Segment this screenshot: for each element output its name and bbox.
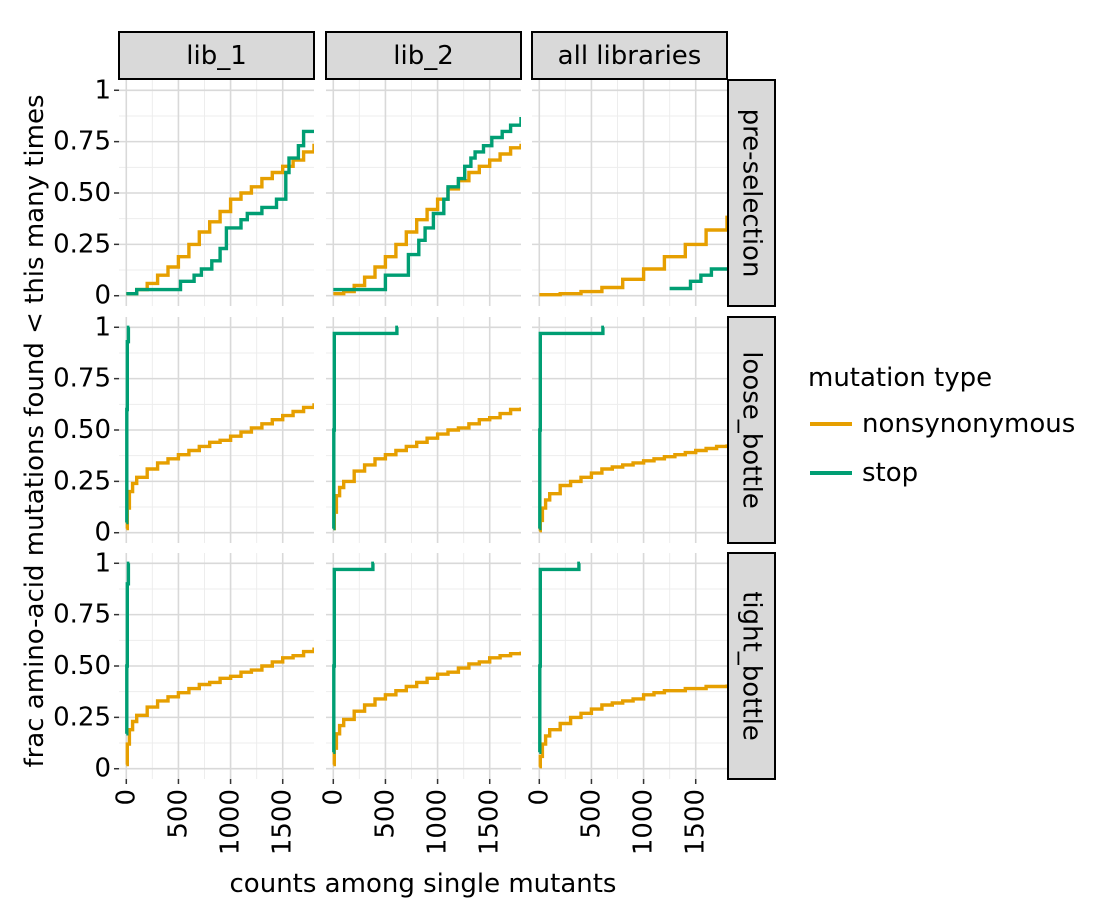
series-line-stop	[125, 561, 131, 736]
panel-lib-1-tight-bottle	[119, 553, 314, 779]
x-tick-label: 1500	[475, 789, 505, 855]
x-tick-label: 1500	[681, 789, 711, 855]
series-line-stop	[125, 325, 131, 525]
series-line-stop	[332, 561, 375, 754]
x-tick-label: 1500	[268, 789, 298, 855]
series-line-nonsynonymous	[538, 684, 727, 769]
y-tick-label: 0	[94, 754, 111, 784]
panel-all-libraries-pre-selection	[532, 80, 727, 306]
x-tick-label: 1000	[216, 789, 246, 855]
legend-entries: nonsynonymous stop	[810, 409, 1075, 488]
strip-column-lib-2: lib_2	[325, 31, 522, 80]
x-tick-label: 0	[524, 789, 554, 806]
strip-row-tight-bottle: tight_bottle	[727, 552, 776, 780]
x-tick-label: 0	[318, 789, 348, 806]
y-tick-label: 0.50	[53, 178, 111, 208]
strip-column-all-libraries: all libraries	[531, 31, 728, 80]
y-tick-label: 0.25	[53, 229, 111, 259]
series-line-nonsynonymous	[332, 651, 521, 767]
strip-label: pre-selection	[737, 109, 767, 278]
strip-background	[727, 79, 776, 307]
panel-lib-2-pre-selection	[326, 80, 521, 306]
strip-row-pre-selection: pre-selection	[727, 79, 776, 307]
x-tick-label: 1000	[629, 789, 659, 855]
y-tick-label: 1	[94, 312, 111, 342]
strip-background	[118, 31, 315, 80]
panel-lib-1-pre-selection	[119, 80, 314, 306]
y-tick-label: 0.75	[53, 364, 111, 394]
series-line-stop	[126, 129, 314, 296]
y-tick-label: 1	[94, 75, 111, 105]
x-axis-title: counts among single mutants	[230, 869, 617, 899]
legend-label: stop	[862, 458, 918, 488]
strip-label: lib_1	[186, 41, 247, 71]
legend-label: nonsynonymous	[862, 409, 1075, 439]
series-line-nonsynonymous	[333, 143, 521, 296]
x-tick-label: 500	[370, 789, 400, 839]
y-tick-label: 0.50	[53, 651, 111, 681]
strip-label: all libraries	[558, 41, 702, 71]
legend-title: mutation type	[808, 363, 992, 393]
y-tick-label: 0.75	[53, 600, 111, 630]
x-tick-label: 500	[576, 789, 606, 839]
y-tick-label: 0	[94, 518, 111, 548]
legend: mutation type nonsynonymous stop	[808, 363, 1075, 488]
legend-item-stop: stop	[810, 458, 918, 488]
x-tick-label: 1000	[423, 789, 453, 855]
series-line-stop	[538, 561, 581, 754]
x-tick-label: 500	[163, 789, 193, 839]
y-tick-label: 0.25	[53, 466, 111, 496]
axes-layer: 00.250.500.75100.250.500.75100.250.500.7…	[53, 75, 711, 855]
y-tick-label: 0.75	[53, 127, 111, 157]
y-axis-title: frac amino-acid mutations found < this m…	[20, 94, 50, 767]
panel-lib-1-loose-bottle	[119, 317, 314, 543]
x-tick-label: 0	[111, 789, 141, 806]
series-line-nonsynonymous	[539, 215, 727, 297]
strips-layer: lib_1 lib_2 all libraries pre-selection loos…	[118, 31, 776, 780]
panel-all-libraries-loose-bottle	[532, 317, 727, 543]
y-tick-label: 1	[94, 548, 111, 578]
series-line-nonsynonymous	[332, 407, 521, 531]
panel-lib-2-loose-bottle	[326, 317, 521, 543]
strip-background	[727, 552, 776, 780]
strip-row-loose-bottle: loose_bottle	[727, 316, 776, 544]
series-line-stop	[333, 117, 521, 292]
series-line-nonsynonymous	[125, 647, 314, 767]
strip-column-lib-1: lib_1	[118, 31, 315, 80]
strip-background	[531, 31, 728, 80]
series-line-stop	[669, 267, 727, 291]
series-line-stop	[332, 325, 399, 531]
strip-label: lib_2	[393, 41, 454, 71]
series-line-nonsynonymous	[125, 403, 314, 531]
panels-layer	[119, 80, 727, 779]
panel-lib-2-tight-bottle	[326, 553, 521, 779]
y-tick-label: 0.25	[53, 702, 111, 732]
strip-background	[727, 316, 776, 544]
panel-all-libraries-tight-bottle	[532, 553, 727, 779]
series-line-nonsynonymous	[126, 143, 314, 296]
strip-label: loose_bottle	[737, 351, 767, 509]
strip-label: tight_bottle	[737, 591, 767, 741]
y-tick-label: 0	[94, 281, 111, 311]
legend-item-nonsynonymous: nonsynonymous	[810, 409, 1075, 439]
y-tick-label: 0.50	[53, 415, 111, 445]
series-line-nonsynonymous	[538, 444, 727, 533]
strip-background	[325, 31, 522, 80]
series-line-stop	[538, 325, 605, 531]
